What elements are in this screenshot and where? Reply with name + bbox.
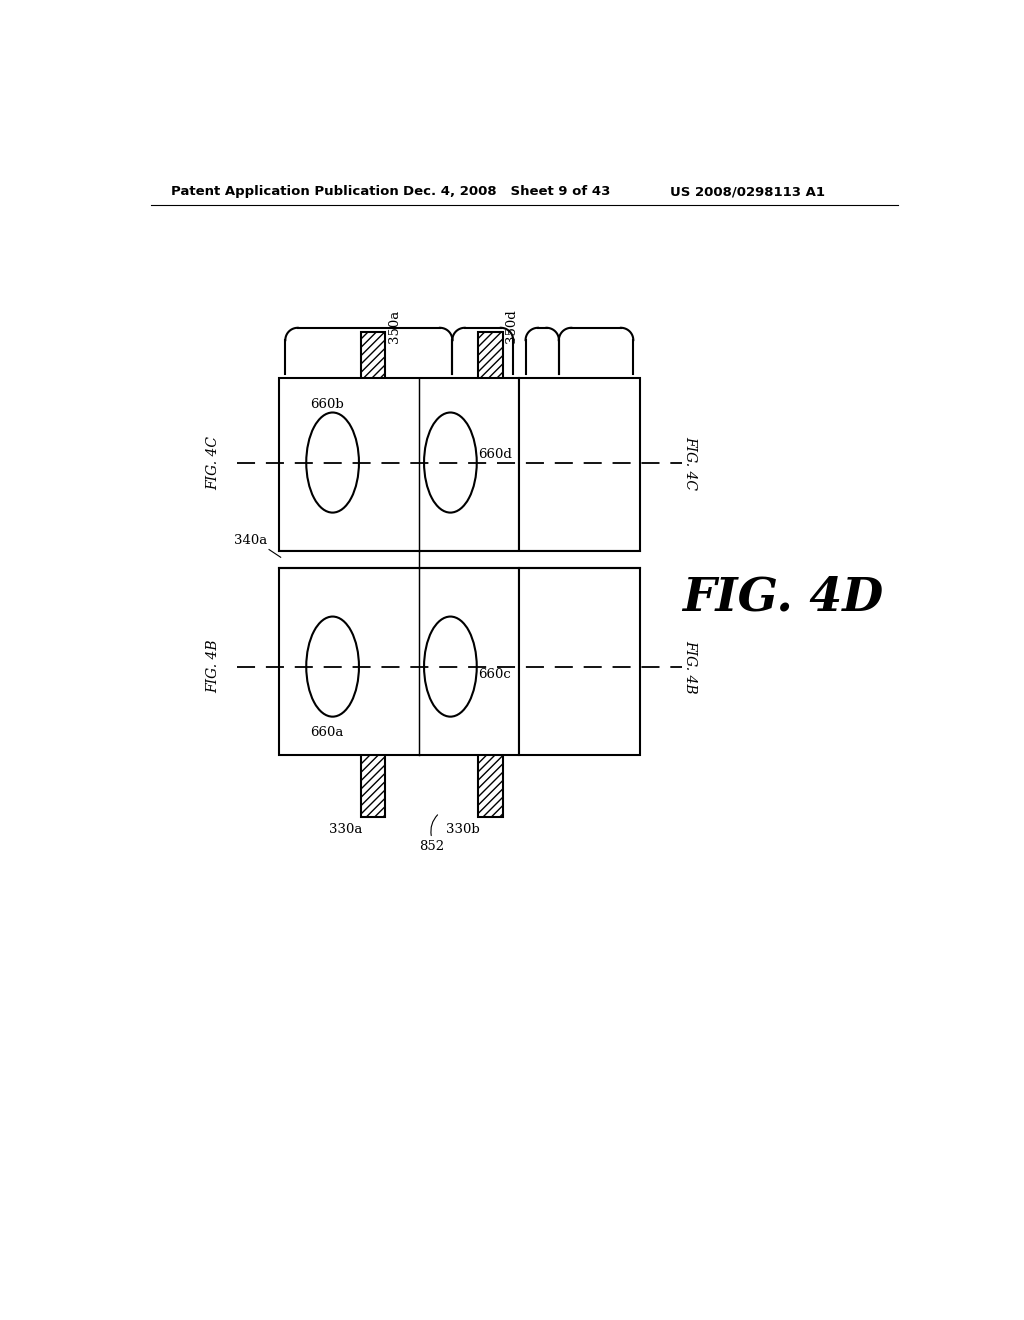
Text: FIG. 4B: FIG. 4B bbox=[683, 640, 697, 693]
Text: 330a: 330a bbox=[329, 822, 362, 836]
Text: 340a: 340a bbox=[234, 535, 267, 548]
Bar bbox=[360, 331, 385, 817]
Text: FIG. 4D: FIG. 4D bbox=[682, 574, 884, 620]
Text: 660c: 660c bbox=[478, 668, 511, 681]
Text: 350d: 350d bbox=[506, 309, 518, 343]
Text: 660b: 660b bbox=[310, 397, 344, 411]
Ellipse shape bbox=[306, 616, 359, 717]
Text: US 2008/0298113 A1: US 2008/0298113 A1 bbox=[671, 185, 825, 198]
Text: 330b: 330b bbox=[446, 822, 480, 836]
Text: 852: 852 bbox=[419, 840, 444, 853]
Bar bbox=[280, 568, 519, 755]
Text: 660a: 660a bbox=[310, 726, 343, 739]
Text: 350a: 350a bbox=[388, 310, 400, 343]
Bar bbox=[519, 378, 640, 552]
Text: 660d: 660d bbox=[478, 449, 512, 462]
Text: FIG. 4C: FIG. 4C bbox=[683, 436, 697, 490]
Ellipse shape bbox=[306, 413, 359, 512]
Text: FIG. 4B: FIG. 4B bbox=[206, 640, 220, 693]
Text: Patent Application Publication: Patent Application Publication bbox=[171, 185, 398, 198]
Bar bbox=[519, 568, 640, 755]
Ellipse shape bbox=[424, 616, 477, 717]
Bar bbox=[280, 378, 519, 552]
Ellipse shape bbox=[424, 413, 477, 512]
Text: FIG. 4C: FIG. 4C bbox=[206, 436, 220, 490]
Text: Dec. 4, 2008   Sheet 9 of 43: Dec. 4, 2008 Sheet 9 of 43 bbox=[403, 185, 610, 198]
Bar bbox=[478, 331, 503, 817]
